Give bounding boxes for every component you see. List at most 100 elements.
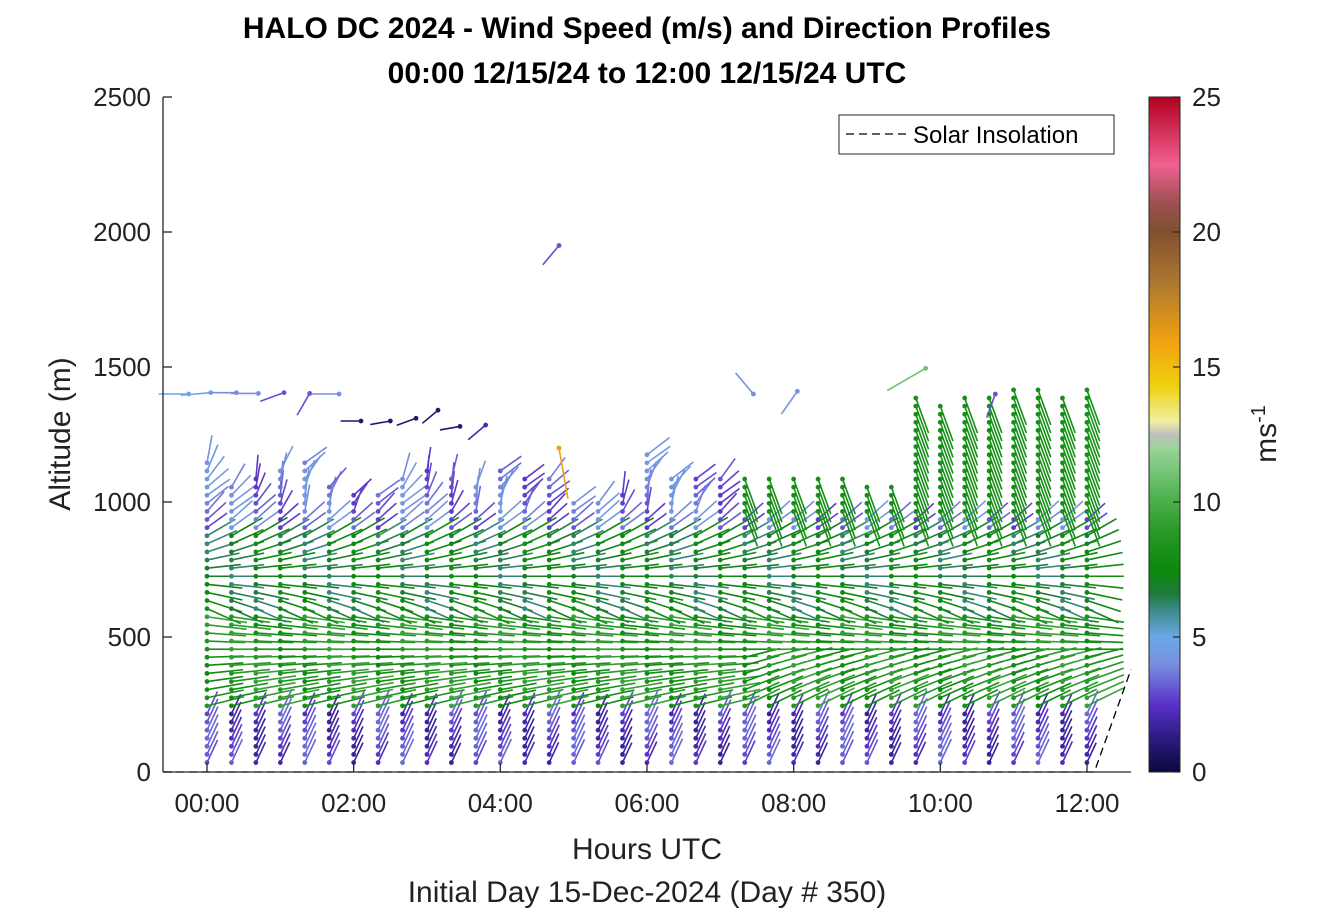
wind-barb <box>277 614 319 624</box>
wind-barb <box>815 654 855 668</box>
wind-barb <box>522 581 559 589</box>
wind-barb <box>717 688 761 701</box>
wind-barb <box>546 456 566 482</box>
wind-barb <box>888 581 927 589</box>
wind-barb <box>253 718 266 741</box>
wind-barb <box>595 689 635 701</box>
wind-barb <box>815 724 829 749</box>
wind-barb <box>1035 476 1052 515</box>
wind-barb <box>595 492 620 514</box>
wind-barb <box>302 696 342 709</box>
wind-barb <box>449 707 463 733</box>
wind-barb <box>840 552 875 563</box>
wind-barb <box>913 698 928 725</box>
wind-barb <box>1060 403 1076 442</box>
wind-barb <box>375 706 390 733</box>
wind-barb <box>400 638 443 644</box>
wind-barb <box>1011 460 1028 499</box>
wind-barb <box>913 606 950 625</box>
wind-barb <box>693 485 707 514</box>
wind-barb <box>473 502 496 522</box>
wind-barb <box>253 494 277 514</box>
wind-barb <box>791 726 804 749</box>
wind-barb <box>1084 460 1101 499</box>
wind-barb <box>208 390 239 396</box>
wind-barb <box>815 733 829 757</box>
wind-barb <box>571 722 586 749</box>
wind-barb <box>277 445 294 474</box>
wind-barb <box>375 614 418 624</box>
wind-barb <box>644 552 682 563</box>
wind-barb <box>595 661 639 668</box>
wind-barb <box>913 714 928 741</box>
wind-barb <box>791 590 827 601</box>
wind-barb <box>229 675 270 684</box>
wind-barb <box>253 668 297 676</box>
wind-barb <box>522 688 564 701</box>
wind-barb <box>302 738 317 765</box>
wind-barb <box>840 722 855 749</box>
wind-barb <box>888 709 902 733</box>
wind-barb <box>840 698 854 725</box>
wind-barb <box>620 590 657 601</box>
wind-barb <box>1084 654 1124 668</box>
wind-barb <box>1060 581 1096 589</box>
wind-barb <box>644 606 681 625</box>
wind-barb <box>791 551 830 563</box>
wind-barb <box>620 528 657 547</box>
wind-barb <box>1011 731 1025 757</box>
wind-barb <box>497 590 534 601</box>
wind-barb <box>1011 590 1050 601</box>
wind-barb <box>375 688 417 701</box>
solar-insolation-line <box>163 669 1132 773</box>
wind-barb <box>522 726 535 749</box>
wind-barb <box>253 581 291 589</box>
wind-barb <box>375 512 399 531</box>
wind-barb <box>717 725 731 749</box>
wind-barb <box>791 638 833 644</box>
wind-barb <box>424 481 444 506</box>
wind-barb <box>962 436 979 474</box>
wind-barb <box>644 714 659 741</box>
wind-barb <box>253 726 266 749</box>
wind-barb <box>742 614 785 624</box>
wind-barb <box>296 391 313 416</box>
wind-barb <box>1060 476 1076 515</box>
wind-barb <box>986 509 1003 547</box>
wind-barb <box>473 698 488 725</box>
wind-barb <box>467 422 489 441</box>
wind-barb <box>766 738 781 765</box>
wind-barb <box>595 682 636 693</box>
wind-barb <box>375 529 409 547</box>
wind-barb <box>595 717 609 741</box>
wind-barb <box>962 606 996 623</box>
wind-barb <box>277 741 291 765</box>
wind-barb <box>986 717 1000 741</box>
wind-barb <box>913 492 930 531</box>
wind-barb <box>595 563 632 571</box>
colorbar-ticks: 0 5 10 15 20 25 <box>1173 82 1221 787</box>
wind-barb <box>204 689 244 701</box>
wind-barb <box>424 500 449 522</box>
wind-barb <box>229 485 255 506</box>
wind-barb <box>1011 654 1049 668</box>
wind-barb <box>717 551 757 563</box>
wind-barb <box>1060 709 1073 733</box>
wind-barb <box>1084 742 1097 765</box>
wind-barb <box>864 552 901 563</box>
wind-barb <box>326 552 364 563</box>
wind-barb <box>473 689 514 701</box>
wind-barb <box>766 581 803 589</box>
wind-barb <box>351 734 364 757</box>
wind-barb <box>937 581 975 589</box>
wind-barb <box>277 551 316 563</box>
wind-barb <box>522 638 563 644</box>
wind-barb <box>229 563 265 571</box>
wind-barb <box>449 528 485 547</box>
wind-barb <box>522 481 540 506</box>
wind-barb <box>497 499 522 522</box>
wind-barb <box>742 509 759 547</box>
wind-barb <box>717 457 736 482</box>
wind-barb <box>1035 723 1050 749</box>
wind-barb <box>1060 452 1076 490</box>
